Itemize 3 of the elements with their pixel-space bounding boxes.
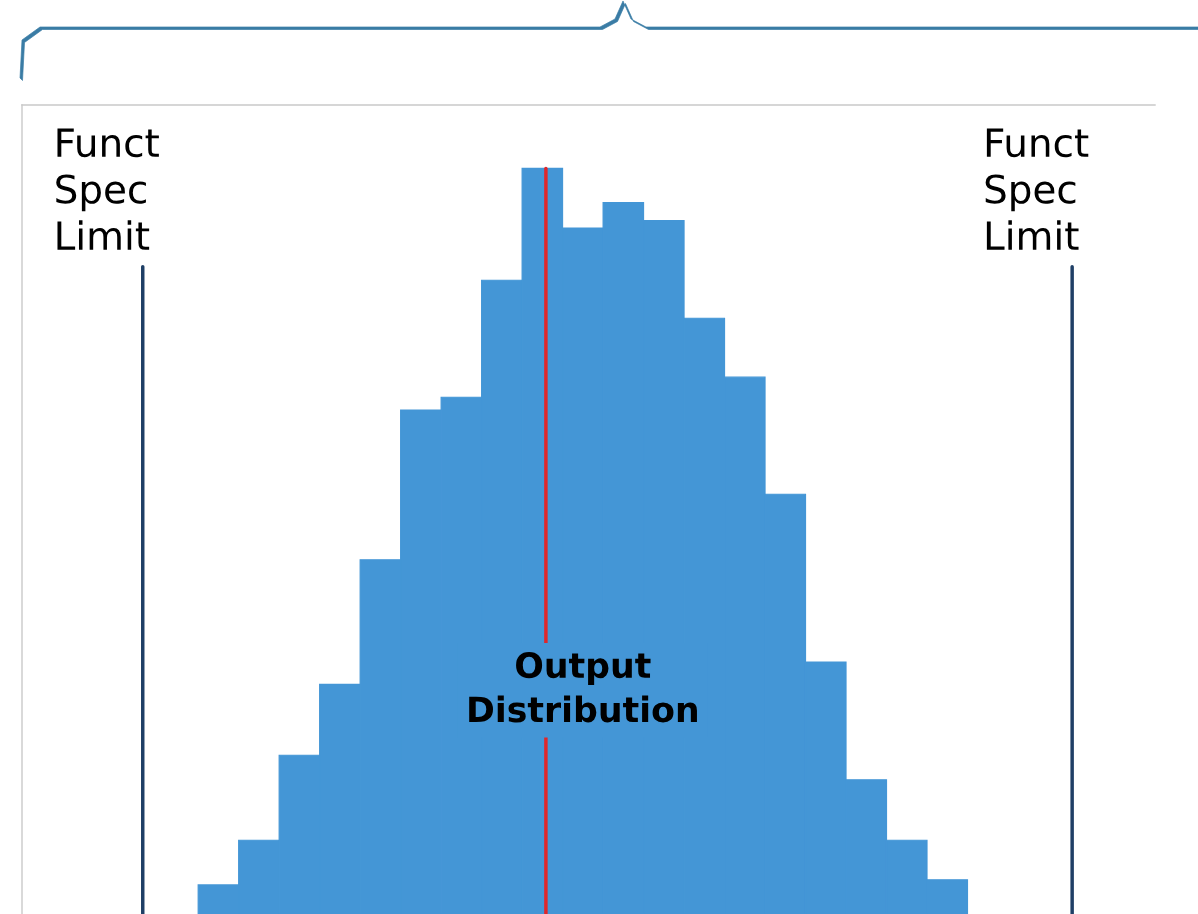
text: Funct Spec Limit — [985, 128, 1089, 250]
text: Funct Spec Limit — [56, 128, 159, 250]
annotation: Output Distribution — [469, 652, 697, 723]
